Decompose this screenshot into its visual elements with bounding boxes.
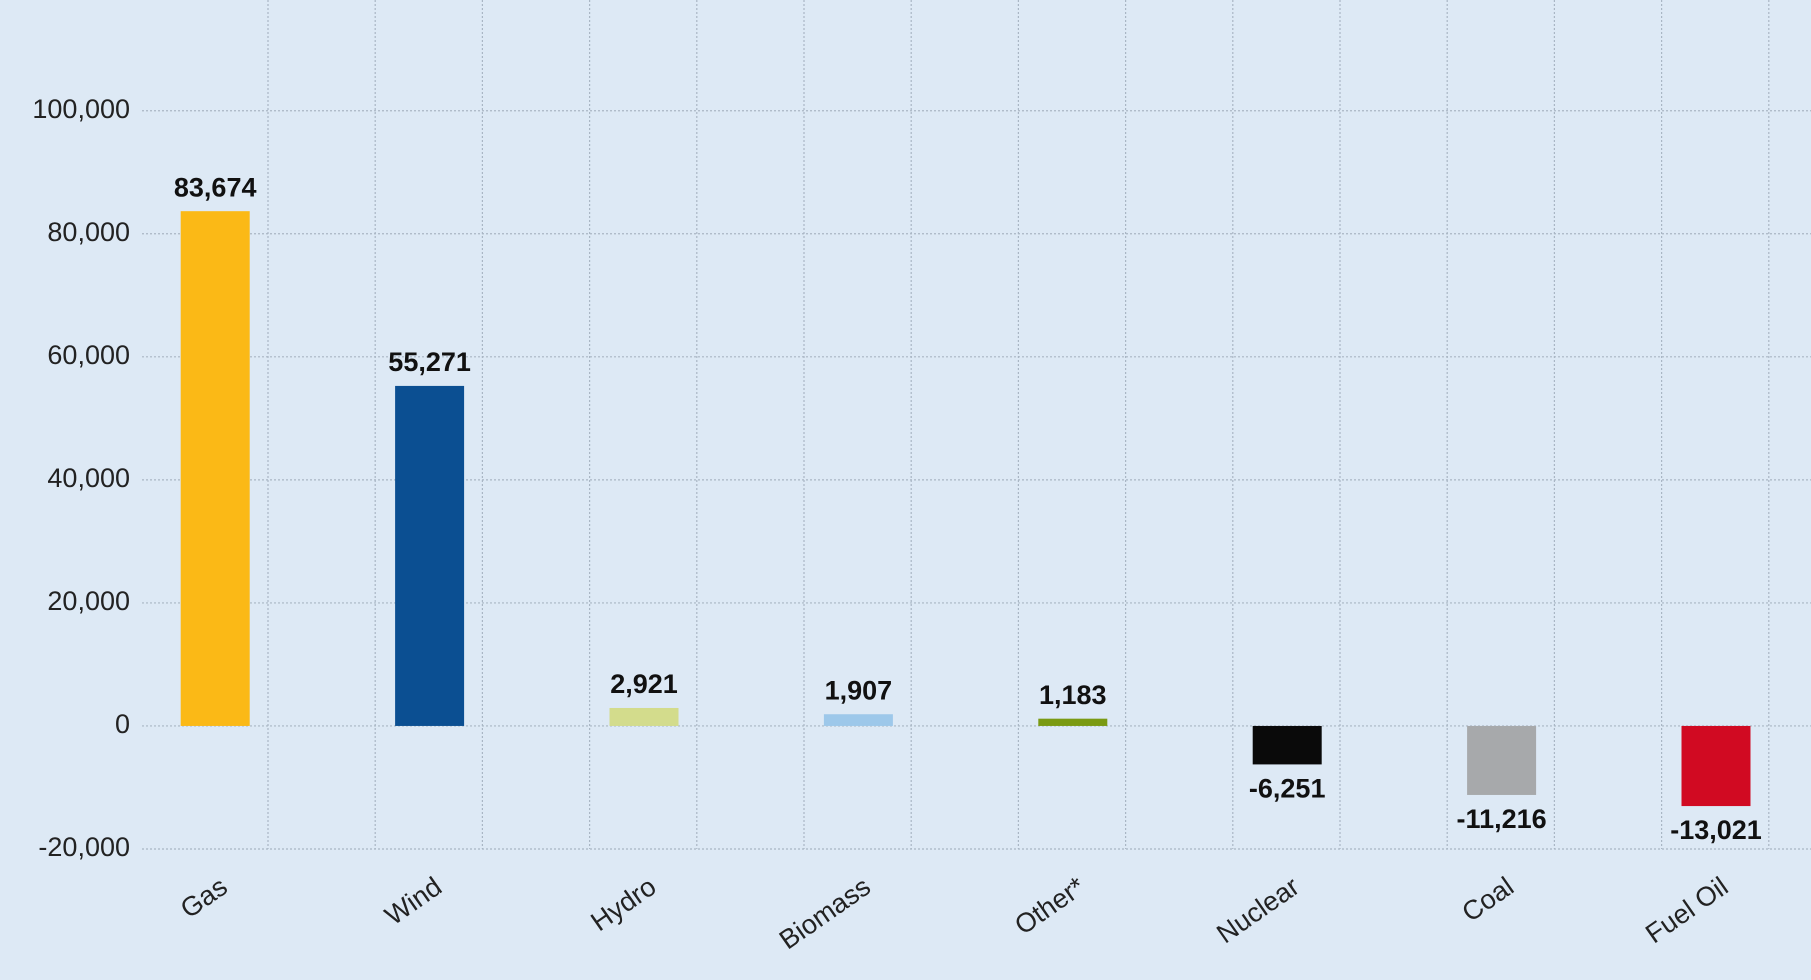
bar xyxy=(609,707,679,726)
y-tick-label: 40,000 xyxy=(47,463,130,493)
y-tick-label: 80,000 xyxy=(47,217,130,247)
value-label: -11,216 xyxy=(1457,804,1547,834)
value-label: 1,183 xyxy=(1039,680,1107,710)
x-tick-label: Wind xyxy=(380,871,448,931)
x-tick-label: Other* xyxy=(1009,871,1091,941)
y-tick-label: 60,000 xyxy=(47,340,130,370)
bar xyxy=(180,211,250,726)
bar xyxy=(395,385,465,726)
y-tick-label: -20,000 xyxy=(38,832,130,862)
bar xyxy=(1038,718,1108,726)
bar xyxy=(823,714,893,726)
x-tick-label: Coal xyxy=(1456,871,1519,927)
y-tick-label: 100,000 xyxy=(32,94,130,124)
value-label: 2,921 xyxy=(610,669,678,699)
x-tick-label: Hydro xyxy=(585,871,661,937)
x-tick-label: Nuclear xyxy=(1211,871,1304,949)
bar xyxy=(1681,725,1751,807)
bar xyxy=(1467,725,1537,795)
value-label: 1,907 xyxy=(825,675,893,705)
y-tick-label: 0 xyxy=(115,709,130,739)
y-tick-label: 20,000 xyxy=(47,586,130,616)
value-label: 83,674 xyxy=(174,172,257,202)
x-tick-label: Fuel Oil xyxy=(1640,871,1733,949)
value-label: -6,251 xyxy=(1249,774,1326,804)
x-tick-label: Biomass xyxy=(774,871,876,955)
vertical-grid xyxy=(267,0,1770,849)
value-label: -13,021 xyxy=(1670,815,1762,845)
x-tick-label: Gas xyxy=(175,871,233,924)
bar xyxy=(1252,725,1322,765)
value-label: 55,271 xyxy=(388,347,471,377)
